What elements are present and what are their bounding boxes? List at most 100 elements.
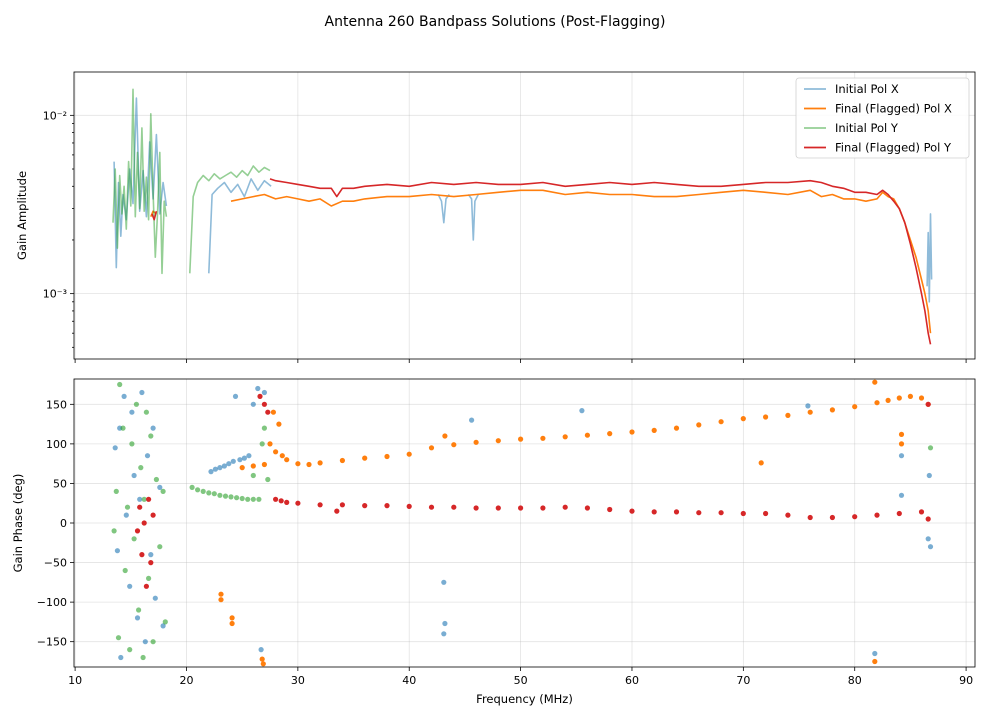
phase-point-initial-pol-y [148,433,154,439]
phase-point-initial-pol-x [927,544,934,550]
phase-point-final-flagged-pol-y [763,510,769,517]
phase-point-final-flagged-pol-y [473,505,479,511]
phase-point-initial-pol-y [111,528,117,534]
x-axis-label: Frequency (MHz) [476,692,573,706]
phase-point-final-flagged-pol-x [758,460,764,466]
amplitude-y-tick-label: 10⁻² [43,109,67,122]
x-tick-label: 10 [68,674,82,687]
phase-point-final-flagged-pol-x [261,461,267,468]
phase-point-initial-pol-y [265,476,271,483]
phase-point-final-flagged-pol-y [540,505,546,511]
phase-point-initial-pol-y [195,487,201,493]
phase-point-initial-pol-x [112,445,118,451]
phase-point-final-flagged-pol-y [384,503,390,509]
phase-point-final-flagged-pol-y [295,500,301,506]
phase-point-final-flagged-pol-x [229,620,235,627]
phase-point-initial-pol-x [134,615,141,621]
phase-point-initial-pol-y [211,491,217,497]
phase-point-final-flagged-pol-x [629,429,635,435]
phase-point-initial-pol-x [258,647,264,653]
phase-point-initial-pol-x [926,472,932,479]
phase-point-final-flagged-pol-x [852,404,858,410]
phase-y-tick-label: 100 [46,438,67,451]
phase-point-final-flagged-pol-y [495,505,501,511]
phase-point-initial-pol-y [222,493,229,499]
phase-y-tick-label: 0 [60,517,67,530]
legend-label: Final (Flagged) Pol X [835,102,952,116]
phase-point-final-flagged-pol-x [317,460,323,466]
legend-label: Initial Pol X [835,82,899,96]
phase-point-initial-pol-y [131,536,137,542]
phase-point-final-flagged-pol-y [740,510,746,517]
phase-point-final-flagged-pol-x [273,449,279,455]
phase-point-final-flagged-pol-x [284,457,290,463]
phase-point-final-flagged-pol-x [829,407,836,413]
amplitude-ticks: 10⁻³ 10⁻² [43,109,967,363]
phase-point-final-flagged-pol-y [562,504,568,510]
phase-point-final-flagged-pol-x [267,441,273,447]
x-tick-label: 40 [402,674,416,687]
phase-point-initial-pol-y [157,544,163,550]
phase-point-initial-pol-x [898,492,905,498]
phase-point-final-flagged-pol-x [279,453,285,459]
phase-point-final-flagged-pol-x [807,409,813,415]
phase-ticks: 10 20 30 40 50 60 70 80 90 −150 −100 −50 0 50 100 150 [37,398,973,687]
phase-point-final-flagged-pol-y [696,510,702,516]
phase-point-initial-pol-y [259,441,265,447]
phase-point-final-flagged-pol-y [273,496,279,502]
phase-point-initial-pol-x [805,403,811,409]
phase-point-final-flagged-pol-x [384,453,390,460]
phase-point-initial-pol-y [250,472,256,479]
phase-point-final-flagged-pol-x [872,379,878,385]
phase-point-initial-pol-y [138,465,144,471]
phase-point-final-flagged-pol-y [785,512,791,518]
phase-point-final-flagged-pol-x [306,461,312,468]
phase-point-final-flagged-pol-y [896,510,902,517]
phase-point-final-flagged-pol-x [785,412,791,418]
phase-point-initial-pol-y [206,490,212,496]
phase-point-final-flagged-pol-y [673,509,680,515]
phase-point-final-flagged-pol-y [150,512,156,518]
phase-point-final-flagged-pol-y [807,514,813,521]
phase-point-initial-pol-x [579,408,585,414]
amplitude-series [112,88,933,345]
phase-point-final-flagged-pol-x [473,439,479,445]
phase-point-final-flagged-pol-x [260,661,266,667]
phase-point-initial-pol-y [146,575,152,582]
phase-point-initial-pol-x [123,512,129,518]
phase-point-final-flagged-pol-x [540,435,546,441]
phase-point-initial-pol-y [256,496,262,502]
phase-point-initial-pol-x [137,496,143,502]
phase-point-final-flagged-pol-x [362,455,368,461]
phase-y-tick-label: −150 [37,636,67,649]
phase-point-initial-pol-x [246,453,252,459]
phase-point-final-flagged-pol-x [218,591,224,597]
phase-point-final-flagged-pol-y [139,552,145,558]
phase-point-final-flagged-pol-x [874,400,880,406]
phase-point-initial-pol-y [117,381,123,388]
phase-point-final-flagged-pol-y [137,504,143,510]
phase-point-final-flagged-pol-y [143,583,149,589]
phase-point-initial-pol-y [217,492,223,498]
phase-point-final-flagged-pol-x [696,422,702,428]
phase-point-final-flagged-pol-x [718,419,724,425]
phase-point-final-flagged-pol-x [562,434,568,440]
amplitude-line-initial-pol-y [112,88,168,275]
phase-point-initial-pol-x [250,401,256,407]
phase-point-initial-pol-x [226,461,232,467]
phase-point-initial-pol-x [148,552,154,558]
phase-point-initial-pol-y [129,441,135,447]
phase-point-final-flagged-pol-x [406,451,412,457]
phase-point-final-flagged-pol-x [907,393,914,399]
phase-point-initial-pol-y [141,496,147,502]
phase-point-initial-pol-y [113,488,119,494]
phase-point-initial-pol-y [200,488,206,494]
phase-point-final-flagged-pol-y [406,503,412,509]
phase-point-initial-pol-x [241,455,247,461]
phase-point-final-flagged-pol-x [898,441,905,447]
phase-point-initial-pol-x [255,385,261,392]
phase-point-final-flagged-pol-y [334,508,340,514]
phase-point-initial-pol-x [232,393,239,399]
phase-point-final-flagged-pol-y [874,512,880,518]
